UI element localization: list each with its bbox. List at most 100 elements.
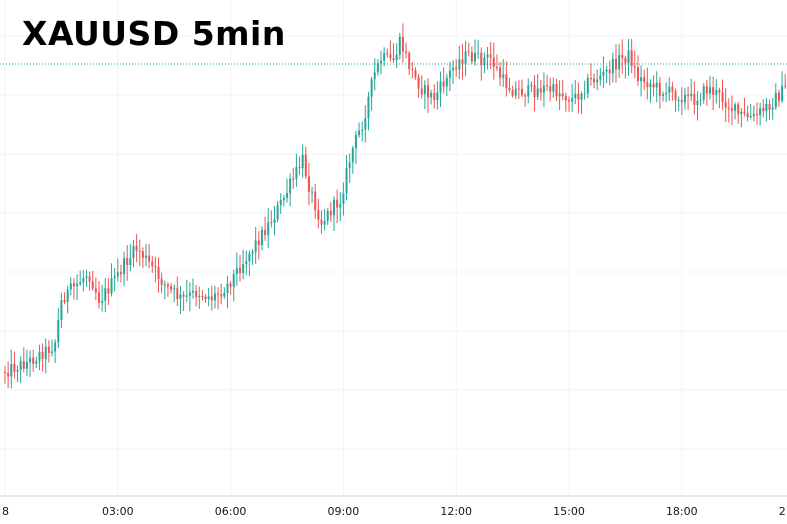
candle-body: [414, 70, 417, 77]
candle-body: [333, 199, 335, 216]
candle-body: [589, 78, 592, 80]
candle-body: [323, 220, 326, 225]
candle-body: [571, 98, 574, 102]
candle-body: [82, 278, 85, 283]
candle-body: [658, 82, 661, 96]
candle-body: [712, 87, 715, 95]
candle-body: [47, 346, 50, 353]
candle-body: [16, 370, 19, 372]
candle-body: [270, 222, 273, 224]
candle-body: [499, 67, 502, 78]
candle-body: [624, 58, 627, 63]
candle-body: [536, 88, 539, 98]
candle-body: [60, 300, 63, 321]
candle-body: [389, 54, 392, 59]
candle-body: [188, 292, 191, 296]
candle-body: [38, 351, 41, 362]
candle-body: [524, 95, 527, 97]
candle-body: [267, 222, 270, 236]
candle-body: [282, 197, 285, 200]
candle-body: [229, 283, 232, 287]
candle-body: [72, 283, 75, 287]
candle-body: [364, 118, 367, 130]
candle-body: [145, 255, 147, 259]
candle-body: [774, 92, 777, 108]
candle-body: [13, 363, 16, 372]
candle-body: [502, 74, 505, 78]
candle-body: [439, 81, 442, 93]
candle-body: [662, 94, 664, 96]
candle-body: [361, 129, 364, 131]
candle-body: [232, 273, 235, 287]
candle-body: [480, 52, 483, 66]
x-tick-label: 21:00: [779, 505, 787, 518]
candle-body: [646, 82, 649, 88]
candle-body: [220, 294, 223, 297]
candle-body: [7, 372, 10, 377]
candle-body: [574, 93, 577, 99]
candle-body: [257, 240, 260, 246]
candle-body: [477, 52, 480, 54]
candle-body: [113, 276, 116, 279]
candle-body: [549, 86, 552, 92]
candle-body: [558, 93, 561, 97]
candle-body: [148, 255, 151, 262]
candle-body: [348, 162, 351, 169]
candle-body: [119, 272, 122, 275]
x-axis-ticks: 8 03:00 06:00 09:00 12:00 15:00 18:00 21:00: [2, 505, 787, 518]
candle-body: [411, 69, 414, 71]
candle-body: [41, 351, 44, 360]
candle-body: [129, 257, 132, 266]
candle-body: [448, 70, 451, 78]
candle-body: [505, 74, 508, 89]
candle-body: [618, 55, 621, 70]
candle-body: [101, 300, 104, 303]
candle-body: [104, 288, 107, 301]
candle-body: [176, 288, 179, 299]
candle-body: [25, 362, 28, 369]
candle-body: [4, 372, 6, 373]
candle-body: [254, 240, 257, 252]
candle-body: [464, 51, 467, 65]
candle-body: [693, 93, 696, 105]
candle-body: [649, 83, 652, 88]
candle-body: [495, 66, 498, 68]
candle-body: [470, 52, 473, 62]
candle-body: [395, 54, 398, 61]
candle-body: [768, 103, 771, 110]
candle-body: [295, 167, 298, 179]
candle-body: [734, 104, 737, 111]
candle-body: [511, 90, 514, 96]
candle-body: [66, 289, 69, 302]
candle-body: [608, 69, 611, 74]
candle-body: [715, 90, 718, 95]
candle-body: [546, 85, 549, 87]
candle-body: [311, 191, 314, 193]
candle-body: [636, 67, 639, 82]
candle-body: [674, 91, 677, 101]
candle-body: [380, 60, 382, 64]
candle-body: [508, 88, 511, 91]
candle-body: [314, 191, 317, 211]
candle-body: [668, 86, 671, 93]
candle-body: [279, 199, 282, 206]
candle-body: [88, 276, 91, 282]
candle-body: [276, 205, 279, 220]
candle-body: [730, 108, 733, 111]
x-tick-label: 18:00: [666, 505, 698, 518]
candle-body: [264, 229, 267, 236]
candle-body: [326, 210, 329, 221]
candle-body: [132, 245, 135, 258]
candle-body: [721, 92, 724, 103]
candle-body: [166, 284, 169, 287]
candle-body: [342, 193, 345, 205]
candle-body: [141, 251, 144, 259]
candle-body: [376, 63, 379, 73]
candle-body: [329, 210, 332, 216]
candle-body: [527, 85, 530, 97]
x-tick-label: 09:00: [328, 505, 360, 518]
x-tick-label: 06:00: [215, 505, 247, 518]
candle-body: [593, 78, 596, 83]
candle-body: [182, 294, 185, 297]
